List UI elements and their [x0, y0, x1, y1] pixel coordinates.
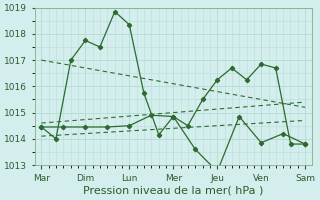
- X-axis label: Pression niveau de la mer( hPa ): Pression niveau de la mer( hPa ): [83, 186, 263, 196]
